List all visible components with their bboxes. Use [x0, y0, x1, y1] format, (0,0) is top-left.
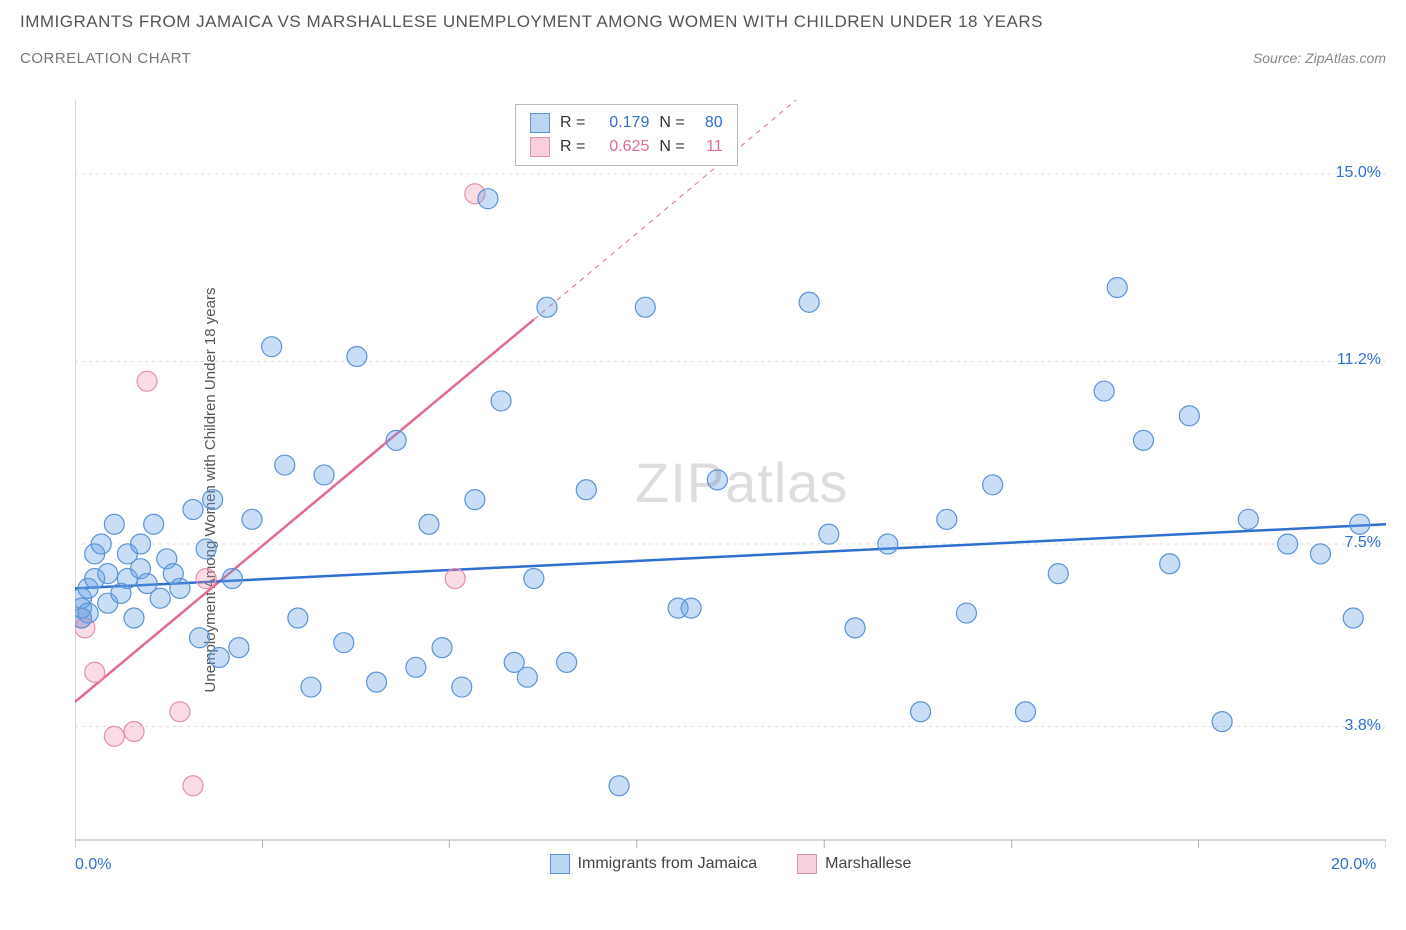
correlation-legend: R = 0.179 N = 80 R = 0.625 N = 11	[515, 104, 738, 166]
legend-swatch	[797, 854, 817, 874]
correlation-row: R = 0.625 N = 11	[530, 135, 723, 159]
r-value: 0.625	[595, 135, 649, 159]
legend-swatch	[530, 137, 550, 157]
legend-item: Immigrants from Jamaica	[550, 854, 758, 874]
scatter-plot: ZIPatlas R =0.179N =80R =0.625N =11 3.8%…	[75, 100, 1386, 880]
chart-title: IMMIGRANTS FROM JAMAICA VS MARSHALLESE U…	[20, 12, 1386, 32]
source-credit: Source: ZipAtlas.com	[1253, 50, 1386, 66]
legend-swatch	[530, 113, 550, 133]
legend-label: Immigrants from Jamaica	[578, 855, 758, 873]
chart-area: Unemployment Among Women with Children U…	[20, 100, 1386, 880]
y-tick-label: 3.8%	[1326, 717, 1381, 735]
n-value: 80	[695, 111, 723, 135]
n-label: N =	[659, 135, 684, 159]
n-value: 11	[695, 135, 723, 159]
r-value: 0.179	[595, 111, 649, 135]
chart-subtitle: CORRELATION CHART	[20, 50, 191, 67]
series-legend: Immigrants from Jamaica Marshallese	[75, 854, 1386, 874]
legend-label: Marshallese	[825, 855, 911, 873]
correlation-row: R = 0.179 N = 80	[530, 111, 723, 135]
source-value: ZipAtlas.com	[1305, 50, 1386, 66]
r-label: R =	[560, 111, 585, 135]
source-label: Source:	[1253, 50, 1301, 66]
legend-swatch	[550, 854, 570, 874]
legend-item: Marshallese	[797, 854, 911, 874]
n-label: N =	[659, 111, 684, 135]
r-label: R =	[560, 135, 585, 159]
y-tick-label: 11.2%	[1326, 351, 1381, 369]
y-tick-label: 7.5%	[1326, 534, 1381, 552]
y-tick-label: 15.0%	[1326, 164, 1381, 182]
